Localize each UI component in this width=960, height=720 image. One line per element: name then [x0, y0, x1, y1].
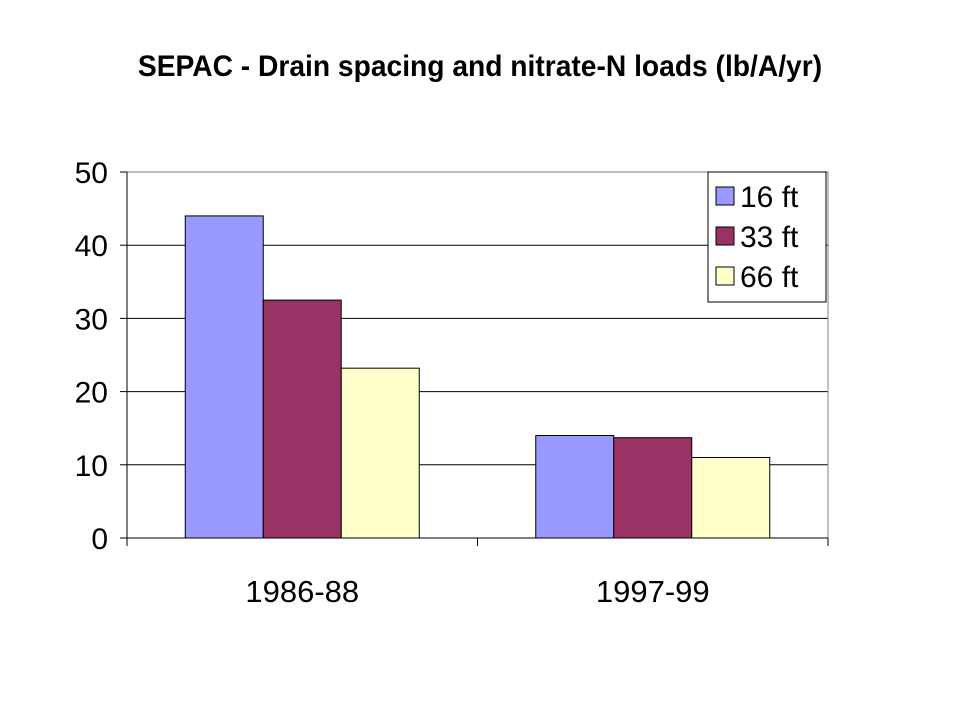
bar [535, 435, 615, 539]
legend-label: 66 ft [740, 261, 799, 294]
legend-swatch [715, 226, 735, 246]
bar [184, 215, 264, 539]
bars [184, 215, 771, 539]
legend-label: 16 ft [740, 181, 799, 214]
y-tick-label: 0 [91, 523, 108, 556]
axes: 0 10 20 30 40 50 1986-88 1997-99 [75, 157, 829, 609]
legend-swatch [715, 266, 735, 286]
bar [691, 456, 771, 539]
y-tick-label: 10 [75, 450, 108, 483]
y-tick-label: 20 [75, 377, 108, 410]
bar [613, 437, 693, 539]
bar [340, 367, 420, 539]
legend: 16 ft 33 ft 66 ft [707, 171, 827, 303]
y-tick-label: 30 [75, 303, 108, 336]
x-tick-label: 1997-99 [596, 574, 710, 609]
bar [262, 299, 342, 539]
legend-swatch [715, 186, 735, 206]
chart-title: SEPAC - Drain spacing and nitrate-N load… [137, 50, 823, 83]
y-tick-label: 50 [75, 157, 108, 190]
legend-label: 33 ft [740, 221, 799, 254]
x-tick-label: 1986-88 [245, 574, 359, 609]
y-tick-label: 40 [75, 230, 108, 263]
